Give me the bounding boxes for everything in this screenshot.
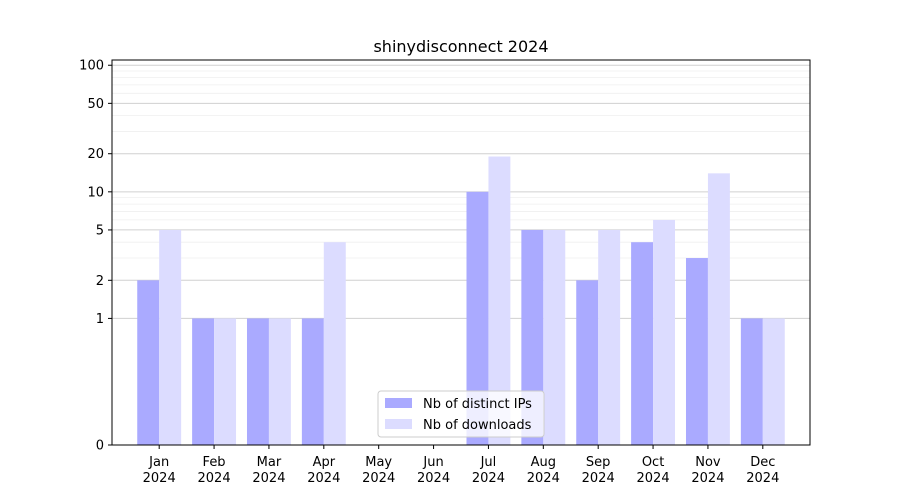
bar-downloads: [762, 318, 785, 445]
bar-ips: [631, 242, 654, 445]
x-tick-label-month: Oct: [642, 455, 664, 470]
y-tick-label: 5: [96, 223, 104, 238]
bar-downloads: [214, 318, 237, 445]
y-tick-label: 100: [79, 59, 104, 74]
x-tick-label-month: Jul: [480, 455, 497, 470]
x-tick-label-month: Feb: [203, 455, 226, 470]
x-tick-label-month: Nov: [695, 455, 721, 470]
x-tick-label-year: 2024: [252, 471, 285, 486]
bar-ips: [685, 258, 708, 445]
bar-downloads: [707, 173, 730, 445]
y-tick-label: 2: [96, 274, 104, 289]
bar-ips: [466, 191, 489, 445]
chart-title: shinydisconnect 2024: [373, 37, 548, 56]
plot-area-frame: [111, 59, 811, 446]
x-tick-label-year: 2024: [691, 471, 724, 486]
x-tick-label-month: Sep: [586, 455, 611, 470]
y-tick-label: 10: [87, 185, 104, 200]
y-tick-label: 0: [96, 439, 104, 454]
x-tick-label-year: 2024: [307, 471, 340, 486]
x-tick-label-year: 2024: [746, 471, 779, 486]
bar-downloads: [159, 229, 182, 445]
x-tick-label-month: Dec: [750, 455, 775, 470]
legend-label: Nb of distinct IPs: [423, 397, 532, 412]
legend-box: [377, 390, 545, 438]
bar-ips: [576, 280, 599, 445]
x-axis: Jan2024Feb2024Mar2024Apr2024May2024Jun20…: [143, 445, 779, 486]
bar-ips: [246, 318, 269, 445]
legend-swatch: [385, 398, 412, 408]
x-tick-label-year: 2024: [362, 471, 395, 486]
legend: Nb of distinct IPs Nb of downloads: [377, 390, 545, 438]
bar-ips: [192, 318, 215, 445]
y-axis: 0 1 2 5 10 20 50 100: [79, 59, 112, 454]
x-tick-label-month: Jun: [422, 455, 443, 470]
bars: [137, 156, 785, 446]
bar-downloads: [323, 242, 346, 445]
x-tick-label-year: 2024: [417, 471, 450, 486]
bar-downloads: [598, 229, 621, 445]
legend-label: Nb of downloads: [423, 418, 532, 433]
y-tick-label: 1: [96, 312, 104, 327]
x-tick-label-month: Apr: [313, 455, 336, 470]
legend-swatch: [385, 419, 412, 429]
x-tick-label-month: Mar: [257, 455, 282, 470]
x-tick-label-month: Aug: [531, 455, 556, 470]
x-tick-label-year: 2024: [527, 471, 560, 486]
bar-downloads: [543, 229, 566, 445]
y-tick-label: 20: [87, 147, 104, 162]
bar-downloads: [653, 219, 676, 445]
x-tick-label-year: 2024: [582, 471, 615, 486]
x-tick-label-year: 2024: [472, 471, 505, 486]
x-tick-label-year: 2024: [637, 471, 670, 486]
bar-ips: [137, 280, 160, 445]
x-tick-label-month: May: [365, 455, 392, 470]
y-tick-label: 50: [87, 97, 104, 112]
x-tick-label-month: Jan: [148, 455, 169, 470]
bar-downloads: [488, 156, 511, 446]
bar-ips: [740, 318, 763, 445]
x-tick-label-year: 2024: [198, 471, 231, 486]
x-tick-label-year: 2024: [143, 471, 176, 486]
bar-ips: [301, 318, 324, 445]
bar-downloads: [268, 318, 291, 445]
